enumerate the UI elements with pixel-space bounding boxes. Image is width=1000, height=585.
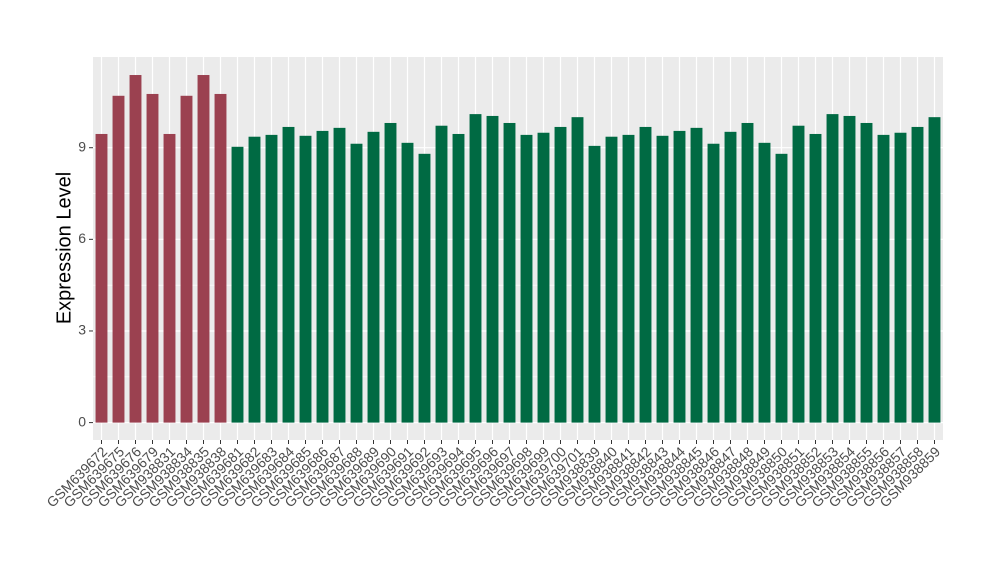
bar: [758, 142, 771, 423]
bar: [350, 143, 363, 423]
y-tick-label: 6: [78, 230, 86, 246]
y-tick-label: 0: [78, 413, 86, 429]
bar: [639, 126, 652, 423]
bar: [452, 133, 465, 423]
bar: [520, 134, 533, 423]
bar: [129, 75, 142, 423]
bar: [435, 125, 448, 423]
y-axis-title: Expression Level: [53, 172, 75, 324]
bar: [418, 153, 431, 423]
bar: [622, 134, 635, 423]
bar: [214, 93, 227, 423]
bar: [928, 117, 941, 423]
bar: [741, 122, 754, 423]
bar: [265, 134, 278, 423]
bar: [877, 134, 890, 423]
bar: [809, 133, 822, 423]
bar: [95, 133, 108, 423]
bar: [248, 136, 261, 423]
bar: [775, 153, 788, 423]
bar: [537, 132, 550, 423]
y-tick-label: 9: [78, 138, 86, 154]
bar: [469, 114, 482, 423]
bar: [486, 115, 499, 423]
bar: [112, 95, 125, 423]
bar: [146, 93, 159, 423]
y-tick-label: 3: [78, 322, 86, 338]
bar: [401, 142, 414, 423]
bar: [367, 131, 380, 423]
bar: [571, 117, 584, 423]
bar: [554, 126, 567, 423]
bar: [826, 114, 839, 423]
bar: [180, 95, 193, 423]
bar: [231, 146, 244, 423]
bar: [333, 127, 346, 423]
bar: [792, 125, 805, 423]
bar: [673, 130, 686, 423]
bar: [163, 133, 176, 423]
bar: [656, 135, 669, 423]
bar: [605, 136, 618, 423]
bar: [588, 145, 601, 423]
bar: [843, 115, 856, 423]
bar: [282, 126, 295, 423]
bar: [503, 122, 516, 423]
bar: [724, 131, 737, 423]
bar: [299, 135, 312, 423]
bar: [197, 75, 210, 423]
bar: [911, 126, 924, 423]
bar: [860, 122, 873, 423]
bar: [690, 127, 703, 423]
bar: [316, 130, 329, 423]
bar: [707, 143, 720, 423]
bar: [894, 132, 907, 423]
bar: [384, 122, 397, 423]
